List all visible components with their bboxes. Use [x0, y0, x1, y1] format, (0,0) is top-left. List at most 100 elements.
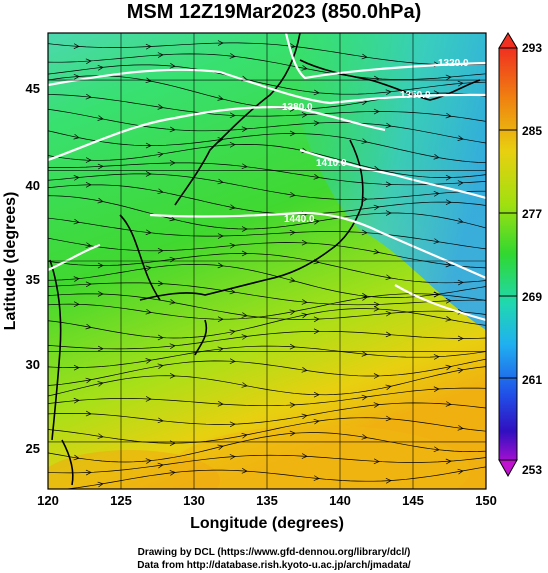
wind-arrow: [169, 63, 176, 69]
wind-arrow: [241, 250, 248, 257]
wind-arrow: [445, 316, 452, 322]
wind-arrow: [373, 402, 380, 408]
wind-arrow: [313, 391, 320, 398]
wind-arrow: [97, 262, 104, 269]
y-axis-label: Latitude (degrees): [2, 192, 19, 331]
colorbar-label: 293: [522, 41, 542, 55]
wind-arrow: [445, 261, 452, 268]
colorbar-min-arrow: [498, 459, 518, 478]
wind-arrow: [457, 135, 464, 141]
streamline: [48, 53, 486, 80]
wind-arrow: [433, 386, 440, 393]
wind-arrow: [229, 454, 236, 460]
streamline: [48, 293, 486, 320]
y-tick-label: 25: [26, 441, 40, 456]
wind-arrow: [361, 351, 368, 357]
wind-arrow: [157, 334, 164, 341]
wind-arrow: [145, 358, 152, 364]
wind-arrow: [301, 312, 308, 319]
contour-label: 1320.0: [438, 58, 469, 69]
wind-arrow: [241, 226, 248, 232]
streamline: [48, 282, 486, 306]
wind-arrow: [145, 396, 152, 402]
wind-arrow: [97, 65, 104, 71]
wind-arrow: [301, 299, 308, 305]
streamlines: [48, 40, 486, 489]
wind-arrow: [385, 415, 392, 422]
streamline: [48, 330, 486, 350]
wind-arrow: [157, 188, 164, 195]
wind-arrow: [217, 40, 224, 46]
streamline: [48, 308, 486, 339]
colorbar-label: 269: [522, 290, 542, 304]
wind-arrow: [385, 210, 392, 216]
wind-arrow: [73, 397, 80, 404]
wind-arrow: [445, 298, 452, 304]
wind-arrow: [241, 468, 248, 474]
wind-arrow: [229, 141, 236, 148]
wind-arrow: [241, 432, 248, 439]
streamline: [48, 217, 486, 250]
colorbar: 293 285 277 269 261 253: [498, 32, 542, 478]
height-contours: [48, 33, 486, 322]
wind-arrow: [289, 229, 296, 236]
wind-arrow: [313, 475, 320, 481]
contour-label: 1380.0: [282, 102, 313, 113]
streamline: [48, 162, 486, 186]
y-tick-label: 30: [26, 357, 40, 372]
wind-arrow: [217, 233, 224, 239]
wind-arrow: [85, 157, 92, 163]
wind-arrow: [373, 373, 380, 379]
wind-arrow: [97, 381, 104, 387]
y-tick-label: 35: [26, 272, 40, 287]
streamline: [48, 184, 486, 215]
wind-arrow: [73, 454, 80, 461]
wind-arrow: [373, 458, 380, 465]
contour-label: 1350.0: [400, 90, 431, 101]
wind-arrow: [97, 163, 104, 170]
wind-arrow: [289, 402, 296, 408]
wind-arrow: [433, 291, 440, 298]
wind-arrow: [97, 433, 104, 439]
streamline: [48, 345, 486, 368]
x-axis-label: Longitude (degrees): [190, 515, 344, 532]
wind-arrow: [457, 335, 464, 342]
wind-arrow: [361, 295, 368, 301]
streamline: [48, 293, 486, 320]
wind-arrow: [457, 218, 464, 224]
wind-arrow: [457, 180, 464, 186]
wind-arrow: [313, 120, 320, 126]
wind-arrow: [217, 178, 224, 185]
wind-arrow: [445, 401, 452, 407]
wind-arrow: [97, 481, 104, 488]
wind-arrow: [73, 175, 80, 181]
wind-arrow: [457, 80, 464, 87]
wind-arrow: [229, 242, 236, 249]
wind-arrow: [157, 52, 164, 58]
wind-arrow: [457, 468, 464, 475]
y-tick-label: 45: [26, 81, 40, 96]
colorbar-label: 285: [522, 124, 542, 138]
contour-line-1320: [284, 33, 486, 80]
wind-arrow: [289, 343, 296, 350]
wind-arrow: [385, 384, 392, 391]
wind-arrow: [97, 291, 104, 297]
streamline: [48, 358, 486, 386]
wind-arrow: [73, 364, 80, 371]
wind-arrow: [361, 196, 368, 203]
wind-arrow: [385, 478, 392, 484]
wind-arrow: [361, 394, 368, 401]
wind-arrow: [157, 417, 164, 424]
streamline: [48, 432, 486, 463]
wind-arrow: [169, 299, 176, 305]
wind-arrow: [97, 115, 104, 121]
contour-labels: 1320.0 1350.0 1380.0 1410.0 1440.0: [282, 58, 469, 225]
streamline: [48, 454, 486, 474]
streamline: [48, 253, 486, 284]
wind-arrow: [85, 410, 92, 417]
wind-arrow: [169, 160, 176, 166]
contour-line-1350: [48, 68, 486, 105]
wind-arrow: [229, 421, 236, 428]
wind-arrow: [373, 108, 380, 115]
